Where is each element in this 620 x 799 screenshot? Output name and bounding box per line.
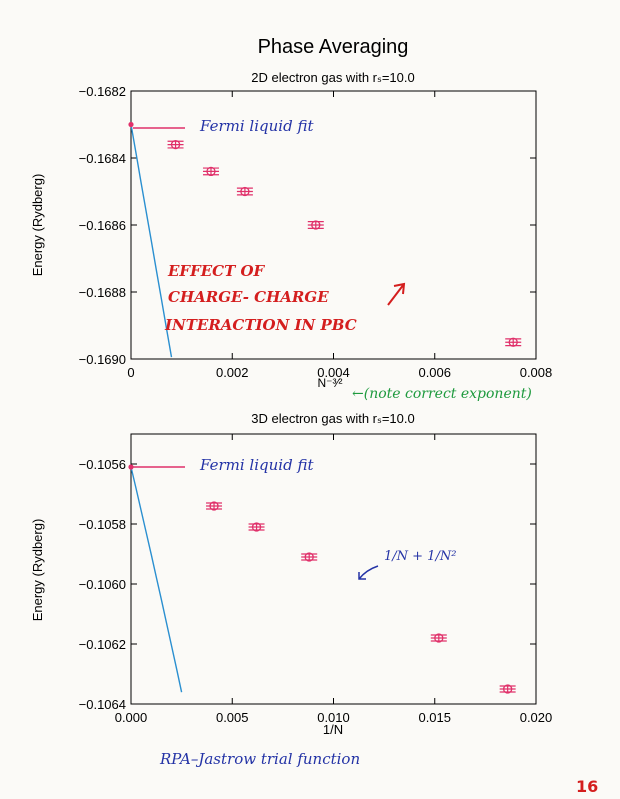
chart1-xlabel: N⁻³⁄²	[318, 376, 343, 390]
chart1-point-marker	[311, 220, 321, 230]
chart1-ytick-label: −0.1682	[79, 84, 126, 99]
chart2-xtick-label: 0.010	[317, 710, 350, 725]
chart1-effect-arrow	[387, 282, 406, 306]
chart2-data-point	[248, 522, 265, 532]
chart1-xtick-label: 0.002	[216, 365, 249, 380]
chart1-data-point	[307, 220, 324, 230]
chart1-ytick-label: −0.1686	[79, 218, 126, 233]
chart-2d-electron-gas: 2D electron gas with rₛ=10.0 Energy (Ryd…	[30, 70, 552, 402]
chart2-point-marker	[304, 552, 314, 562]
page-number: 16	[576, 777, 598, 796]
chart1-effect-line-2: CHARGE- CHARGE	[168, 288, 329, 306]
chart1-title: 2D electron gas with rₛ=10.0	[251, 70, 414, 85]
chart1-effect-line-3: INTERACTION IN PBC	[164, 316, 357, 334]
chart1-xtick-label: 0.008	[520, 365, 553, 380]
chart2-fit-line	[130, 466, 183, 693]
chart2-point-marker	[434, 633, 444, 643]
chart2-data-point	[206, 501, 223, 511]
chart1-exponent-note: ←(note correct exponent)	[352, 386, 532, 402]
chart1-data-point	[236, 186, 253, 197]
chart2-title: 3D electron gas with rₛ=10.0	[251, 411, 414, 426]
chart1-ytick-label: −0.1684	[79, 151, 126, 166]
chart2-ytick-label: −0.1056	[79, 457, 126, 472]
chart2-xlabel: 1/N	[323, 722, 343, 737]
footer-note: RPA–Jastrow trial function	[159, 750, 360, 768]
chart1-ytick-label: −0.1690	[79, 352, 126, 367]
chart2-data-point	[499, 684, 516, 694]
chart2-ytick-label: −0.1058	[79, 517, 126, 532]
chart2-xtick-label: 0.000	[115, 710, 148, 725]
chart1-data-point	[505, 337, 522, 347]
chart2-data-point	[430, 633, 447, 643]
chart2-point-marker	[209, 501, 219, 511]
chart1-data-point	[167, 139, 184, 150]
page-title: Phase Averaging	[258, 36, 409, 58]
chart1-ytick-label: −0.1688	[79, 285, 126, 300]
chart1-xtick-label: 0	[127, 365, 134, 380]
chart1-point-marker	[206, 166, 216, 177]
chart2-point-marker	[502, 684, 513, 694]
chart2-formula-arrow	[358, 565, 379, 580]
chart2-intercept-dot	[128, 464, 134, 470]
chart1-xtick-label: 0.006	[418, 365, 451, 380]
chart2-point-marker	[251, 522, 262, 532]
chart2-ylabel: Energy (Rydberg)	[30, 519, 45, 622]
chart1-fit-label: Fermi liquid fit	[199, 117, 314, 135]
chart2-xtick-label: 0.015	[418, 710, 451, 725]
chart1-data-point	[202, 166, 219, 177]
chart1-ylabel: Energy (Rydberg)	[30, 174, 45, 277]
chart2-data-point	[301, 552, 318, 562]
chart2-fit-label: Fermi liquid fit	[199, 456, 314, 474]
chart1-point-marker	[508, 337, 518, 347]
chart1-intercept-dot	[128, 121, 134, 128]
chart2-plot-frame	[130, 433, 537, 705]
chart2-ytick-label: −0.1062	[79, 637, 126, 652]
chart1-point-marker	[240, 186, 250, 197]
chart1-effect-line-1: EFFECT OF	[167, 262, 266, 280]
chart1-xtick-label: 0.004	[317, 365, 350, 380]
chart-3d-electron-gas: 3D electron gas with rₛ=10.0 Energy (Ryd…	[30, 411, 552, 737]
chart1-point-marker	[170, 139, 181, 150]
chart2-ytick-label: −0.1060	[79, 577, 126, 592]
chart2-xtick-label: 0.005	[216, 710, 249, 725]
chart2-ytick-label: −0.1064	[79, 697, 126, 712]
chart2-formula: 1/N + 1/N²	[384, 549, 456, 564]
chart2-xtick-label: 0.020	[520, 710, 553, 725]
chart1-fit-line	[130, 124, 173, 358]
